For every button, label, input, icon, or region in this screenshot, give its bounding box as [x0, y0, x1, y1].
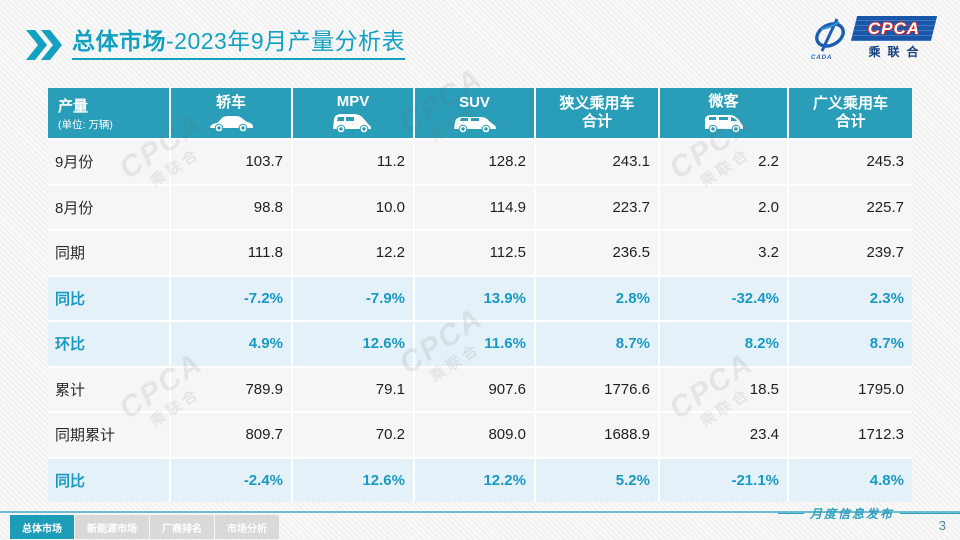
cell-value: 223.7 [536, 185, 658, 229]
caption-line-right [900, 513, 960, 514]
suv-icon [452, 113, 498, 133]
footer-divider [0, 511, 960, 513]
title-row: 总体市场-2023年9月产量分析表 [26, 28, 406, 61]
row-label: 环比 [48, 322, 169, 366]
column-header-sedan: 轿车 [171, 88, 291, 138]
cpca-chinese-label: 乘联合 [868, 45, 926, 59]
column-header-microvan: 微客 [660, 88, 787, 138]
production-table: 产量 (单位: 万辆) 轿车 MPV SUV 狭义乘用车 合计 微客 广义乘用车… [48, 88, 912, 502]
cell-value: 4.9% [171, 322, 291, 366]
column-header-total: 广义乘用车 合计 [789, 88, 912, 138]
cell-value: 18.5 [660, 367, 787, 411]
column-header-suv: SUV [415, 88, 534, 138]
cada-label: CADA [811, 55, 833, 61]
cell-value: 114.9 [415, 185, 534, 229]
cell-value: 11.2 [293, 140, 413, 184]
cell-value: -7.9% [293, 276, 413, 320]
footer-tabs: 总体市场 新能源市场 厂商排名 市场分析 [10, 515, 279, 539]
unit-title: 产量 [58, 97, 89, 115]
cell-value: 12.2% [415, 458, 534, 502]
cell-value: 2.8% [536, 276, 658, 320]
cell-value: 8.7% [536, 322, 658, 366]
row-label: 8月份 [48, 185, 169, 229]
cell-value: 12.2 [293, 231, 413, 275]
footer-tab-2[interactable]: 厂商排名 [150, 515, 214, 539]
cell-value: 1776.6 [536, 367, 658, 411]
page-title-section: 总体市场 [72, 28, 166, 54]
sedan-icon [208, 113, 254, 133]
cell-value: 239.7 [789, 231, 912, 275]
cell-value: 2.2 [660, 140, 787, 184]
page-title: 总体市场-2023年9月产量分析表 [72, 28, 406, 61]
row-label: 9月份 [48, 140, 169, 184]
footer-tab-1[interactable]: 新能源市场 [75, 515, 149, 539]
cell-value: 809.0 [415, 413, 534, 457]
cell-value: -32.4% [660, 276, 787, 320]
unit-subtitle: (单位: 万辆) [58, 118, 113, 131]
cell-value: 789.9 [171, 367, 291, 411]
cell-value: 2.3% [789, 276, 912, 320]
footer-tab-0[interactable]: 总体市场 [10, 515, 74, 539]
cell-value: -21.1% [660, 458, 787, 502]
cell-value: 3.2 [660, 231, 787, 275]
microvan-icon [701, 112, 747, 134]
cell-value: 2.0 [660, 185, 787, 229]
column-header-total: 狭义乘用车 合计 [536, 88, 658, 138]
row-label: 同比 [48, 458, 169, 502]
cpca-logo-box: CPCA [850, 16, 938, 41]
cell-value: 4.8% [789, 458, 912, 502]
row-label: 同比 [48, 276, 169, 320]
cell-value: 12.6% [293, 458, 413, 502]
cell-value: 5.2% [536, 458, 658, 502]
row-label: 累计 [48, 367, 169, 411]
cell-value: 8.7% [789, 322, 912, 366]
cell-value: 236.5 [536, 231, 658, 275]
cpca-logo: CADA CPCA 乘联合 [809, 16, 938, 62]
page-title-rest: -2023年9月产量分析表 [166, 28, 406, 54]
cell-value: 907.6 [415, 367, 534, 411]
cell-value: 70.2 [293, 413, 413, 457]
cell-value: -7.2% [171, 276, 291, 320]
cell-value: 10.0 [293, 185, 413, 229]
cpca-emblem-icon: CADA [809, 16, 851, 62]
cell-value: 112.5 [415, 231, 534, 275]
cell-value: 11.6% [415, 322, 534, 366]
double-chevron-icon [26, 30, 62, 60]
cell-value: 23.4 [660, 413, 787, 457]
column-header-mpv: MPV [293, 88, 413, 138]
cpca-acronym: CPCA [867, 18, 921, 38]
cpca-logo-text: CPCA 乘联合 [850, 16, 938, 60]
cell-value: 1795.0 [789, 367, 912, 411]
cell-value: 79.1 [293, 367, 413, 411]
page-number: 3 [938, 518, 946, 533]
cell-value: -2.4% [171, 458, 291, 502]
caption-line-left [777, 513, 804, 514]
cell-value: 1688.9 [536, 413, 658, 457]
cell-value: 128.2 [415, 140, 534, 184]
cell-value: 103.7 [171, 140, 291, 184]
row-label: 同期 [48, 231, 169, 275]
cell-value: 243.1 [536, 140, 658, 184]
cell-value: 8.2% [660, 322, 787, 366]
cell-value: 111.8 [171, 231, 291, 275]
cell-value: 12.6% [293, 322, 413, 366]
caption-text: 月度信息发布 [809, 507, 894, 521]
cell-value: 225.7 [789, 185, 912, 229]
cell-value: 98.8 [171, 185, 291, 229]
mpv-icon [330, 112, 376, 134]
cell-value: 245.3 [789, 140, 912, 184]
column-header-unit: 产量 (单位: 万辆) [48, 88, 169, 138]
cell-value: 1712.3 [789, 413, 912, 457]
cell-value: 809.7 [171, 413, 291, 457]
footer-tab-3[interactable]: 市场分析 [215, 515, 279, 539]
row-label: 同期累计 [48, 413, 169, 457]
cell-value: 13.9% [415, 276, 534, 320]
footer-caption: 月度信息发布 [777, 505, 960, 522]
